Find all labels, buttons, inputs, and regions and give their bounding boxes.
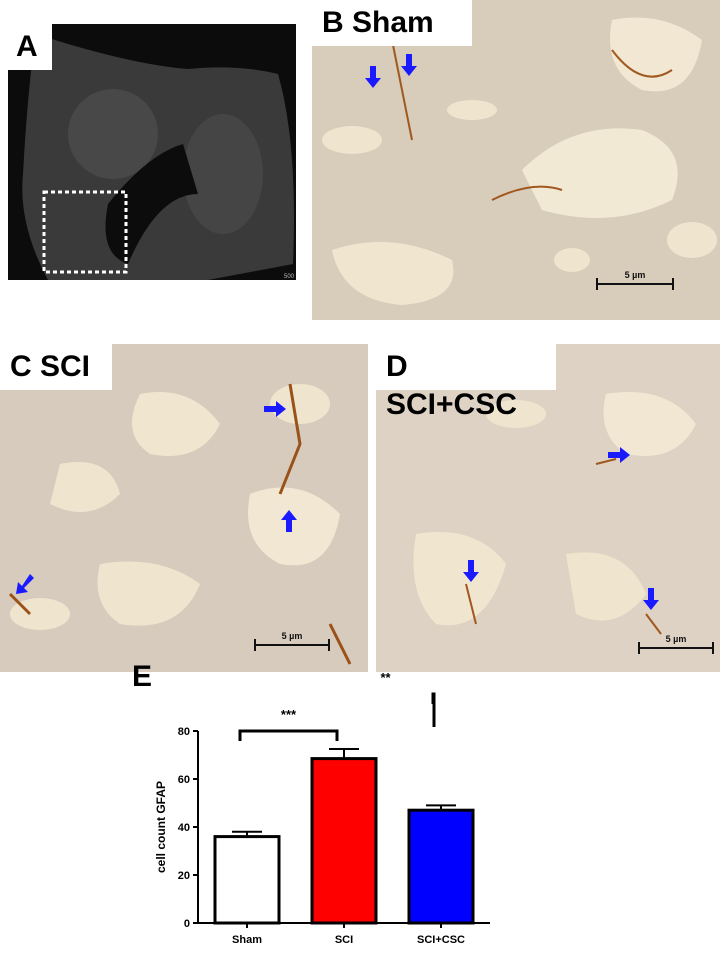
scale-bar: 5 µm — [254, 631, 330, 651]
micrograph-b — [322, 17, 717, 305]
significance-bracket — [238, 729, 339, 741]
micrograph-d — [413, 392, 696, 635]
scale-bar-text: 5 µm — [281, 631, 303, 641]
significance-label: *** — [281, 707, 297, 722]
x-tick-label: SCI+CSC — [417, 934, 465, 946]
panel-a-label: A — [8, 24, 52, 70]
panel-e-label: E — [132, 660, 153, 693]
panel-c-label: C SCI — [0, 344, 112, 390]
panel-a-overview-image: A 500 — [8, 24, 296, 280]
x-tick-label: Sham — [232, 934, 262, 946]
scale-bar-text: 5 µm — [624, 270, 646, 280]
y-tick-label: 20 — [178, 870, 190, 882]
bar-sci — [310, 757, 378, 925]
y-tick-label: 0 — [184, 918, 190, 930]
panel-d-label: D SCI+CSC — [376, 344, 556, 421]
y-tick-label: 60 — [178, 774, 190, 786]
arrow-icons — [365, 54, 417, 88]
y-tick-label: 80 — [178, 726, 190, 738]
bar-sham — [213, 835, 281, 925]
y-axis-label: cell count GFAP — [154, 781, 168, 873]
micrograph-c — [8, 383, 352, 665]
arrow-icons — [463, 447, 659, 610]
panel-b-sham-image: B Sham 5 µm — [312, 0, 720, 320]
selection-box — [42, 190, 128, 274]
significance-bracket — [431, 692, 436, 727]
panel-d-sci-csc-image: D SCI+CSC 5 µm — [376, 344, 720, 672]
scale-bar: 5 µm — [596, 270, 674, 290]
significance-label: ** — [380, 670, 391, 685]
panel-b-label: B Sham — [312, 0, 472, 46]
scale-bar: 5 µm — [638, 634, 714, 654]
spinal-cord-section — [22, 34, 295, 280]
panel-c-sci-image: C SCI 5 µm — [0, 344, 368, 672]
bar-sci-csc — [407, 808, 475, 925]
panel-a-scale-text: 500 — [283, 274, 294, 280]
arrow-icons — [16, 401, 297, 594]
x-tick-label: SCI — [335, 934, 353, 946]
scale-bar-text: 5 µm — [665, 634, 687, 644]
y-tick-label: 40 — [178, 822, 190, 834]
